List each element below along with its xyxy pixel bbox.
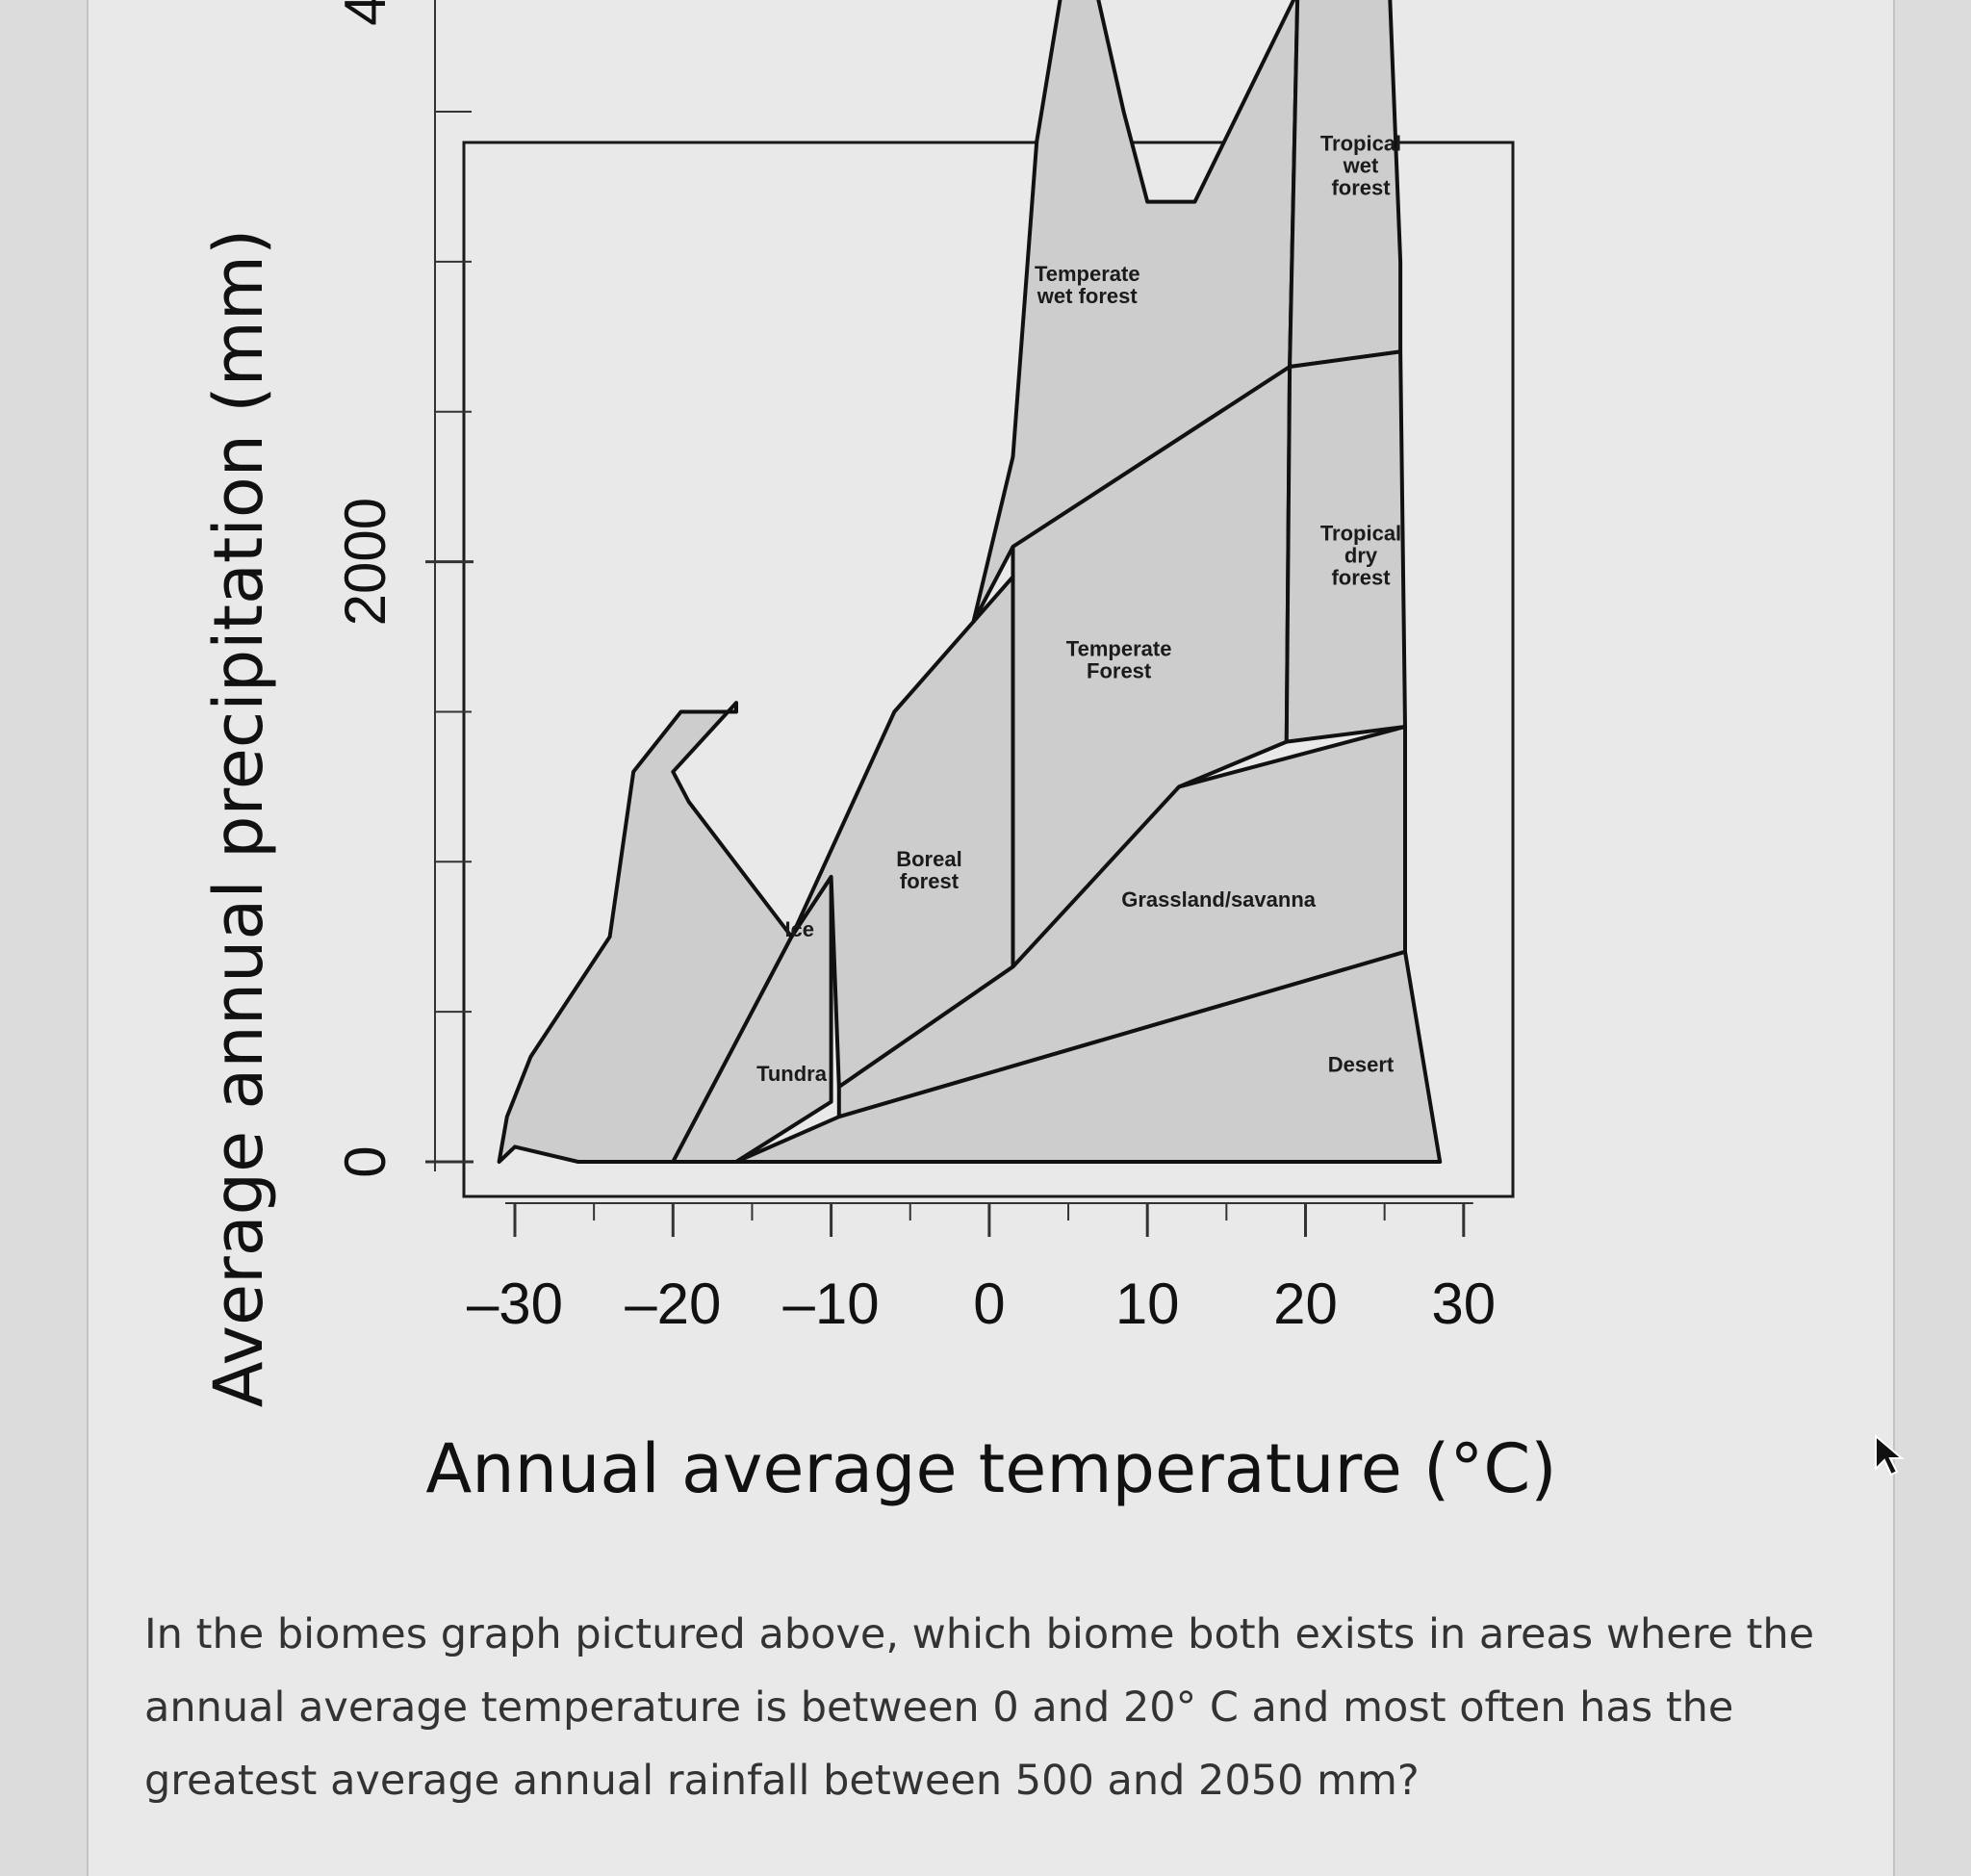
plot-frame	[462, 141, 1515, 1198]
biome-label-grassland-savanna: Grassland/savanna	[1121, 887, 1317, 912]
y-tick-label: 2000	[333, 498, 397, 626]
y-tick-label: 0	[333, 1145, 397, 1177]
arrow-pointer-icon	[1875, 1434, 1905, 1477]
biome-label-tundra: Tundra	[756, 1062, 828, 1086]
biome-label-temperate-forest: Temperate Forest	[1066, 637, 1172, 683]
question-text: In the biomes graph pictured above, whic…	[144, 1610, 1815, 1805]
biome-label-temperate-wet-forest: Temperate wet forest	[1035, 262, 1140, 308]
x-tick-label: 0	[973, 1272, 1005, 1336]
biome-label-boreal-forest: Boreal forest	[896, 847, 961, 893]
biome-label-ice: Ice	[784, 917, 814, 941]
biome-label-tropical-dry-forest: Tropical dry forest	[1320, 522, 1401, 590]
x-tick-label: –20	[625, 1272, 721, 1336]
x-tick-label: –30	[467, 1272, 563, 1336]
biome-region-ice	[497, 701, 794, 1164]
x-tick-label: 30	[1431, 1272, 1496, 1336]
x-axis-title: Annual average temperature (°C)	[425, 1429, 1556, 1508]
biome-label-desert: Desert	[1328, 1052, 1395, 1076]
biome-labels: Ice Tundra Boreal forest Temperate wet forest…	[756, 131, 1401, 1085]
y-tick-label: 4000	[333, 0, 397, 26]
y-axis-title: Average annual precipitation (mm)	[199, 229, 278, 1408]
x-tick-label: 10	[1115, 1272, 1180, 1336]
biome-regions	[497, 0, 1443, 1164]
x-tick-label: 20	[1273, 1272, 1338, 1336]
biome-label-tropical-wet-forest: Tropical wet forest	[1320, 131, 1401, 199]
biome-region-desert	[734, 949, 1443, 1164]
biome-region-tundra	[671, 874, 833, 1164]
x-tick-label: –10	[783, 1272, 880, 1336]
